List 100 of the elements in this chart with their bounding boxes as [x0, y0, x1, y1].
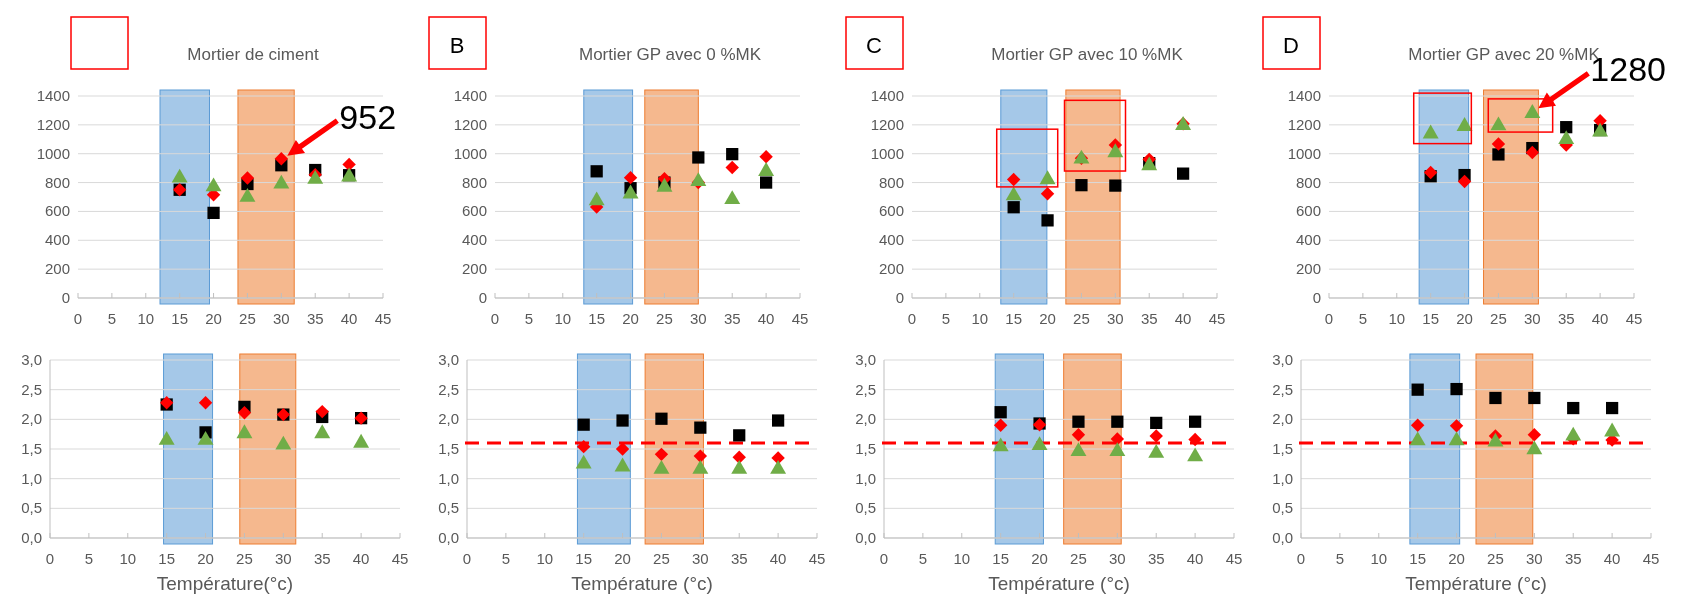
x-tick-label: 15 — [588, 310, 606, 327]
x-tick-label: 15 — [158, 550, 176, 567]
x-tick-label: 15 — [1409, 550, 1427, 567]
x-tick-label: 30 — [1108, 550, 1126, 567]
y-tick-label: 1400 — [36, 87, 70, 104]
y-tick-label: 400 — [461, 231, 487, 249]
x-tick-label: 30 — [691, 550, 709, 567]
y-tick-label: 1000 — [1287, 144, 1321, 162]
point — [654, 447, 669, 462]
x-axis-title: Température (°c) — [988, 573, 1130, 594]
x-tick-label: 15 — [1005, 310, 1023, 327]
y-tick-label: 800 — [1295, 173, 1321, 191]
point — [731, 459, 748, 474]
point — [733, 429, 746, 442]
y-tick-label: 1000 — [870, 144, 904, 162]
y-tick-label: 0,0 — [855, 529, 876, 546]
point — [1558, 130, 1575, 145]
y-tick-label: 600 — [44, 202, 70, 220]
point — [1492, 148, 1505, 161]
x-tick-label: 45 — [1208, 310, 1226, 327]
x-tick-label: 5 — [918, 550, 928, 567]
point — [1565, 426, 1582, 441]
point — [1457, 174, 1472, 189]
point — [577, 418, 590, 431]
y-tick-label: 0,5 — [438, 499, 459, 517]
x-tick-label: 5 — [524, 310, 534, 327]
x-tick-label: 45 — [1642, 550, 1660, 567]
point — [623, 170, 638, 185]
point — [724, 190, 741, 205]
point — [1040, 187, 1055, 201]
x-tick-label: 5 — [501, 550, 511, 567]
x-tick-label: 30 — [274, 550, 292, 567]
y-tick-label: 3,0 — [1272, 351, 1293, 368]
point — [207, 206, 220, 219]
point — [1456, 117, 1473, 131]
point — [1423, 165, 1438, 180]
point — [1487, 432, 1504, 447]
point — [1448, 431, 1465, 446]
x-tick-label: 35 — [1147, 550, 1165, 567]
x-tick-label: 45 — [374, 310, 392, 327]
x-tick-label: 35 — [1557, 310, 1575, 327]
y-tick-label: 800 — [878, 173, 904, 191]
point — [1593, 113, 1607, 128]
y-tick-label: 0 — [895, 289, 904, 306]
x-tick-label: 40 — [1174, 310, 1192, 327]
x-tick-label: 20 — [1031, 550, 1048, 567]
x-tick-label: 45 — [1225, 550, 1243, 567]
y-tick-label: 1400 — [870, 87, 904, 104]
point — [615, 442, 630, 456]
y-tick-label: 200 — [1295, 260, 1321, 278]
chart-title: Mortier GP avec 10 %MK — [991, 45, 1184, 64]
y-tick-label: 400 — [878, 231, 904, 249]
point — [274, 152, 289, 166]
point — [771, 414, 785, 427]
y-tick-label: 1,0 — [855, 469, 876, 487]
point — [1450, 382, 1463, 396]
point — [692, 151, 705, 164]
x-tick-label: 40 — [1186, 550, 1204, 567]
point — [622, 184, 639, 199]
x-tick-label: 10 — [137, 310, 155, 327]
y-tick-label: 1,5 — [855, 440, 876, 457]
point — [732, 450, 746, 465]
point — [1422, 124, 1439, 139]
y-tick-label: 1400 — [1287, 87, 1321, 104]
x-axis-title: Température (°c) — [571, 573, 713, 594]
point — [694, 421, 707, 434]
y-tick-label: 2,0 — [438, 410, 459, 428]
y-tick-label: 0,5 — [855, 499, 876, 517]
y-tick-label: 600 — [461, 202, 487, 220]
x-tick-label: 0 — [1324, 310, 1334, 327]
point — [1490, 116, 1507, 131]
point — [575, 454, 592, 469]
y-tick-label: 200 — [461, 260, 487, 278]
point — [770, 459, 787, 474]
x-tick-label: 40 — [769, 550, 787, 567]
x-tick-label: 25 — [1073, 310, 1090, 327]
point — [1107, 143, 1124, 158]
x-tick-label: 45 — [1625, 310, 1643, 327]
y-tick-label: 1,0 — [438, 469, 459, 487]
x-tick-label: 5 — [84, 550, 94, 567]
x-tick-label: 5 — [1358, 310, 1368, 327]
x-tick-label: 40 — [352, 550, 370, 567]
point — [1075, 179, 1088, 192]
x-tick-label: 5 — [107, 310, 117, 327]
point — [1528, 391, 1541, 405]
x-tick-label: 45 — [791, 310, 809, 327]
x-tick-label: 0 — [907, 310, 917, 327]
y-tick-label: 3,0 — [855, 351, 876, 368]
point — [576, 439, 591, 454]
y-tick-label: 1400 — [453, 87, 487, 104]
x-tick-label: 5 — [1335, 550, 1345, 567]
x-tick-label: 45 — [808, 550, 826, 567]
x-tick-label: 30 — [272, 310, 290, 327]
point — [1109, 179, 1122, 192]
text: C — [866, 33, 883, 58]
x-tick-label: 25 — [1487, 550, 1504, 567]
point — [1409, 431, 1426, 446]
x-tick-label: 20 — [197, 550, 214, 567]
y-tick-label: 0,0 — [438, 529, 459, 546]
y-tick-label: 2,0 — [1272, 410, 1293, 428]
